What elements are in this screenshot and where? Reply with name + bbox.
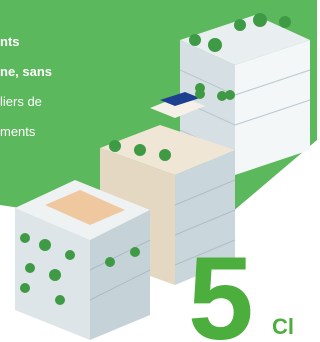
building-front — [15, 180, 150, 340]
screenshot: nts ne, sans liers de ments 5 Cl — [0, 0, 317, 342]
illustration — [0, 0, 317, 342]
section-word: Cl — [272, 316, 294, 338]
intro-line: ments — [0, 124, 35, 139]
section-number: 5 — [188, 240, 254, 342]
intro-line: nts — [0, 34, 20, 49]
intro-line: liers de — [0, 94, 42, 109]
intro-line: ne, sans — [0, 64, 52, 79]
